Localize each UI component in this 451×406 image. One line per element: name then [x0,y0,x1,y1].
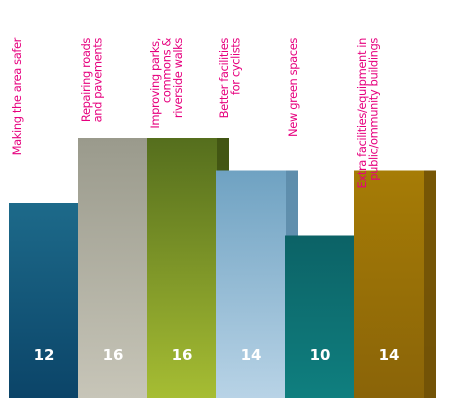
bar-2 [78,138,160,398]
bar-4 [216,170,298,398]
category-label-3-line-3: riverside walks [171,38,185,118]
category-label-6-line-2: public/ommunity buildings [367,38,381,181]
value-label-4: 14 [241,346,262,364]
value-label-6: 14 [379,346,400,364]
category-label-2-line-2: and pavements [91,38,105,123]
category-label-5-line-1: New green spaces [286,38,300,137]
value-labels-group: 12 16 16 14 10 14 [34,346,400,364]
bar-6-side [424,170,436,398]
bar-3 [147,138,229,398]
value-label-3: 16 [172,346,193,364]
value-label-5: 10 [310,346,331,364]
category-label-3-line-2: commons & [160,38,174,104]
category-label-6-line-1: Extra facilities/equipment in [355,38,369,189]
category-label-2-line-1: Repairing roads [79,38,93,123]
category-label-3-line-1: Improving parks, [148,38,162,129]
category-label-4-line-1: Better facilities [217,38,231,119]
value-label-2: 16 [103,346,124,364]
bar-5 [285,235,367,398]
bar-6 [354,170,436,398]
category-label-4-line-2: for cyclists [229,38,243,95]
value-label-1: 12 [34,346,55,364]
category-labels-group: Making the area safer Repairing roadsand … [10,37,381,188]
bars-group [9,138,436,398]
category-label-1-line-1: Making the area safer [10,37,24,155]
bar-1 [9,203,91,398]
